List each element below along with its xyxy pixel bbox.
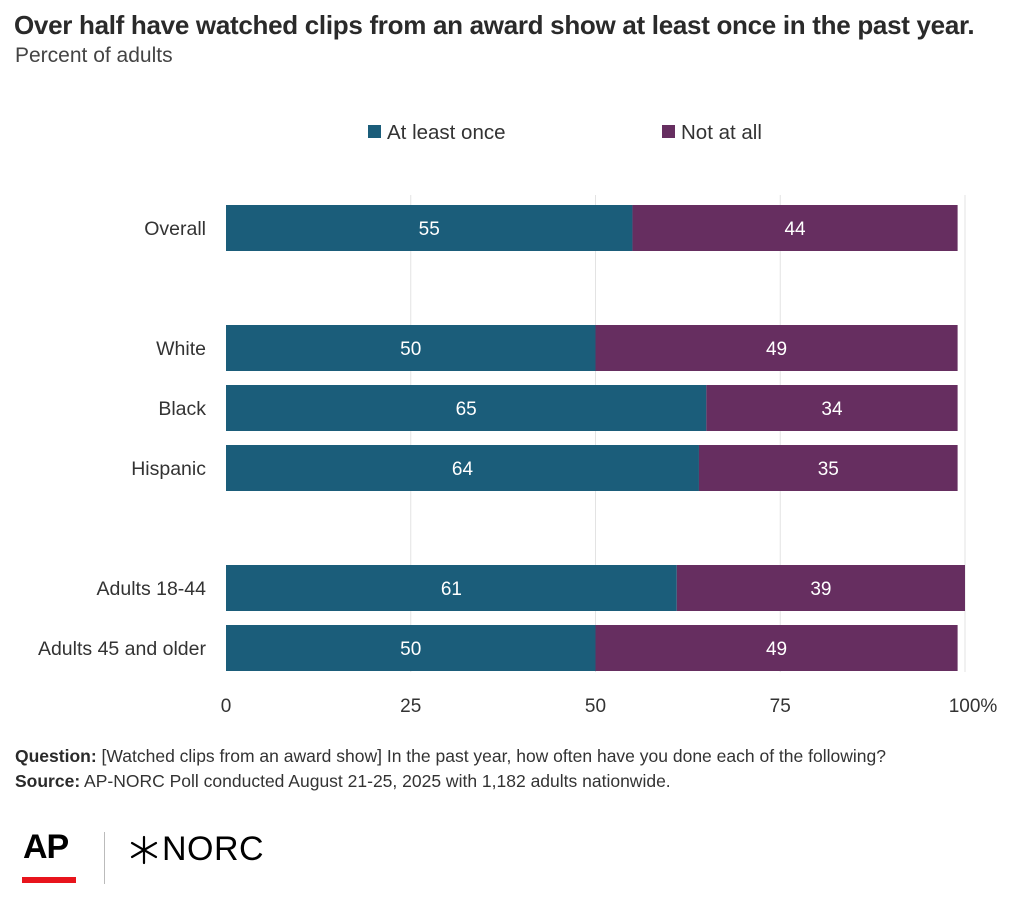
chart-title: Over half have watched clips from an awa… [14, 10, 975, 40]
bar-segment [595, 325, 958, 371]
ap-logo: AP [22, 828, 78, 884]
question-label: Question: [15, 746, 97, 766]
bar-segment [226, 445, 699, 491]
data-label: 61 [441, 579, 462, 600]
bar-segment [595, 625, 958, 671]
logo-divider [104, 832, 105, 884]
logos: AP NORC [22, 828, 322, 888]
data-label: 49 [766, 639, 787, 660]
bar-segment [676, 565, 965, 611]
x-axis-ticks: 0 25 50 75 100% [221, 696, 998, 717]
norc-logo-text: NORC [162, 830, 265, 868]
bars: 55 44 50 49 65 34 64 35 61 39 50 49 [226, 205, 965, 671]
x-tick-label: 100% [949, 696, 998, 717]
chart-subtitle: Percent of adults [15, 44, 173, 67]
bar-segment [632, 205, 958, 251]
category-label: White [156, 338, 206, 360]
data-label: 35 [818, 459, 839, 480]
data-label: 34 [821, 399, 843, 420]
bar-segment [706, 385, 958, 431]
source-note: Source: AP-NORC Poll conducted August 21… [15, 769, 886, 794]
legend: At least once Not at all [368, 121, 762, 144]
x-tick-label: 25 [400, 696, 421, 717]
category-labels: Overall White Black Hispanic Adults 18-44 Adu… [38, 218, 207, 660]
data-label: 39 [810, 579, 831, 600]
legend-label: At least once [387, 121, 506, 144]
norc-star-icon [130, 835, 158, 865]
category-label: Hispanic [131, 458, 206, 480]
question-text: [Watched clips from an award show] In th… [96, 746, 886, 766]
source-text: AP-NORC Poll conducted August 21-25, 202… [80, 771, 671, 791]
bar-segment [698, 445, 958, 491]
data-label: 44 [784, 219, 806, 240]
x-tick-label: 50 [585, 696, 606, 717]
category-label: Adults 45 and older [38, 638, 207, 660]
question-note: Question: [Watched clips from an award s… [15, 744, 886, 769]
data-label: 55 [419, 219, 440, 240]
stacked-bar-chart: At least once Not at all 55 44 50 49 65 34 64 35… [38, 121, 998, 717]
chart-notes: Question: [Watched clips from an award s… [15, 744, 886, 794]
bar-segment [226, 325, 596, 371]
legend-swatch [368, 125, 381, 138]
category-label: Black [158, 398, 206, 420]
ap-logo-text: AP [23, 828, 69, 866]
data-label: 64 [452, 459, 474, 480]
bar-segment [226, 565, 677, 611]
data-label: 50 [400, 339, 421, 360]
ap-logo-bar [22, 877, 76, 883]
category-label: Overall [144, 218, 206, 240]
category-label: Adults 18-44 [97, 578, 207, 600]
data-label: 50 [400, 639, 421, 660]
legend-swatch [662, 125, 675, 138]
bar-segment [226, 385, 707, 431]
x-tick-label: 0 [221, 696, 232, 717]
data-label: 49 [766, 339, 787, 360]
source-label: Source: [15, 771, 81, 791]
bar-segment [226, 625, 596, 671]
bar-segment [226, 205, 633, 251]
norc-logo: NORC [128, 830, 288, 874]
x-tick-label: 75 [770, 696, 791, 717]
legend-label: Not at all [681, 121, 762, 144]
data-label: 65 [456, 399, 477, 420]
